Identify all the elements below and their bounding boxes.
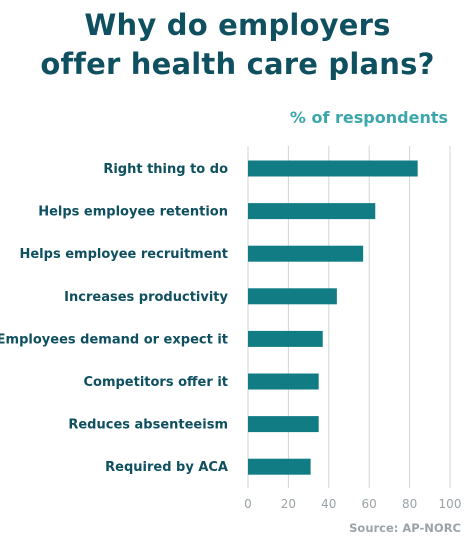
chart-title: Why do employers offer health care plans…	[0, 6, 475, 84]
chart-title-line-2: offer health care plans?	[40, 47, 435, 81]
source-note: Source: AP-NORC	[349, 521, 461, 535]
x-tick-label: 0	[244, 497, 252, 511]
chart-title-line-1: Why do employers	[84, 8, 391, 42]
bar	[248, 330, 323, 347]
category-label: Required by ACA	[105, 460, 228, 475]
bar	[248, 203, 376, 220]
bar	[248, 288, 337, 305]
category-label: Competitors offer it	[83, 375, 228, 390]
x-tick-label: 60	[362, 497, 377, 511]
x-tick-label: 100	[439, 497, 462, 511]
x-tick-label: 20	[281, 497, 296, 511]
bar	[248, 416, 319, 433]
bar	[248, 245, 364, 262]
bar	[248, 458, 311, 475]
bar	[248, 373, 319, 390]
bars	[248, 160, 418, 475]
category-label: Right thing to do	[103, 162, 228, 177]
category-label: Employees demand or expect it	[0, 332, 228, 347]
chart-subtitle: % of respondents	[289, 108, 448, 127]
grid-lines	[247, 146, 451, 488]
bar	[248, 160, 418, 177]
x-axis-ticks: 0 20 40 60 80 100	[244, 497, 461, 511]
x-tick-label: 80	[402, 497, 417, 511]
category-label: Helps employee recruitment	[19, 247, 228, 262]
category-label: Helps employee retention	[38, 205, 228, 220]
category-labels: Right thing to do Helps employee retentio…	[0, 162, 229, 475]
category-label: Reduces absenteeism	[68, 418, 228, 433]
category-label: Increases productivity	[64, 290, 228, 305]
x-tick-label: 40	[321, 497, 336, 511]
